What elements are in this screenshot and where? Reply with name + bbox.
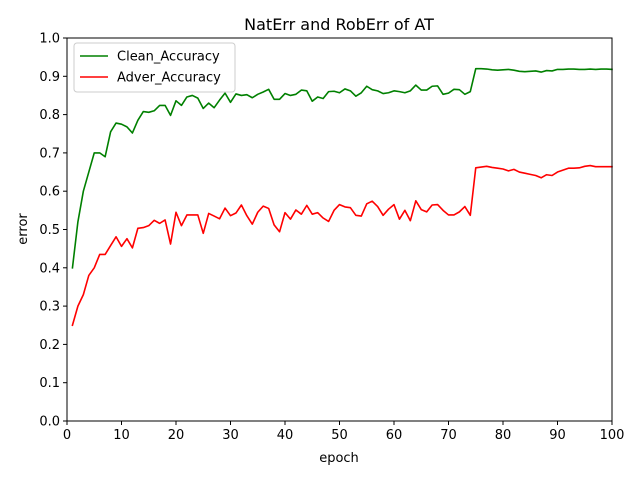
y-tick-label: 0.7 (39, 146, 60, 161)
x-tick-label: 100 (600, 428, 625, 443)
x-tick-label: 0 (63, 428, 71, 443)
x-tick-label: 60 (386, 428, 403, 443)
series-lines (71, 67, 613, 327)
y-tick-label: 0.0 (39, 415, 60, 430)
y-axis-label: error (16, 213, 31, 245)
legend: Clean_Accuracy Adver_Accuracy (73, 42, 236, 93)
y-tick-label: 0.3 (39, 300, 60, 315)
y-tick-label: 0.5 (39, 223, 60, 238)
y-tick-label: 0.4 (39, 261, 60, 276)
x-axis: 0 10 20 30 40 50 60 70 80 90 100 (63, 421, 625, 443)
legend-label: Clean_Accuracy (117, 50, 220, 65)
plot-frame (66, 37, 613, 422)
x-tick-label: 10 (113, 428, 130, 443)
legend-box (73, 42, 236, 93)
x-tick-label: 90 (549, 428, 566, 443)
y-tick-label: 1.0 (39, 32, 60, 47)
y-tick-label: 0.1 (39, 376, 60, 391)
y-tick-label: 0.9 (39, 70, 60, 85)
x-tick-label: 80 (495, 428, 512, 443)
series-line-adver-accuracy (71, 164, 613, 327)
series-line-clean-accuracy (71, 67, 613, 269)
chart-title: NatErr and RobErr of AT (244, 15, 434, 34)
x-tick-label: 50 (331, 428, 348, 443)
x-tick-label: 40 (277, 428, 294, 443)
x-tick-label: 20 (168, 428, 185, 443)
x-tick-label: 70 (440, 428, 457, 443)
y-tick-label: 0.8 (39, 108, 60, 123)
x-axis-label: epoch (319, 451, 359, 466)
x-tick-label: 30 (222, 428, 239, 443)
legend-label: Adver_Accuracy (117, 71, 221, 86)
y-axis: 0.0 0.1 0.2 0.3 0.4 0.5 0.6 0.7 0.8 0.9 1.0 (39, 32, 67, 430)
y-tick-label: 0.2 (39, 338, 60, 353)
y-tick-label: 0.6 (39, 185, 60, 200)
